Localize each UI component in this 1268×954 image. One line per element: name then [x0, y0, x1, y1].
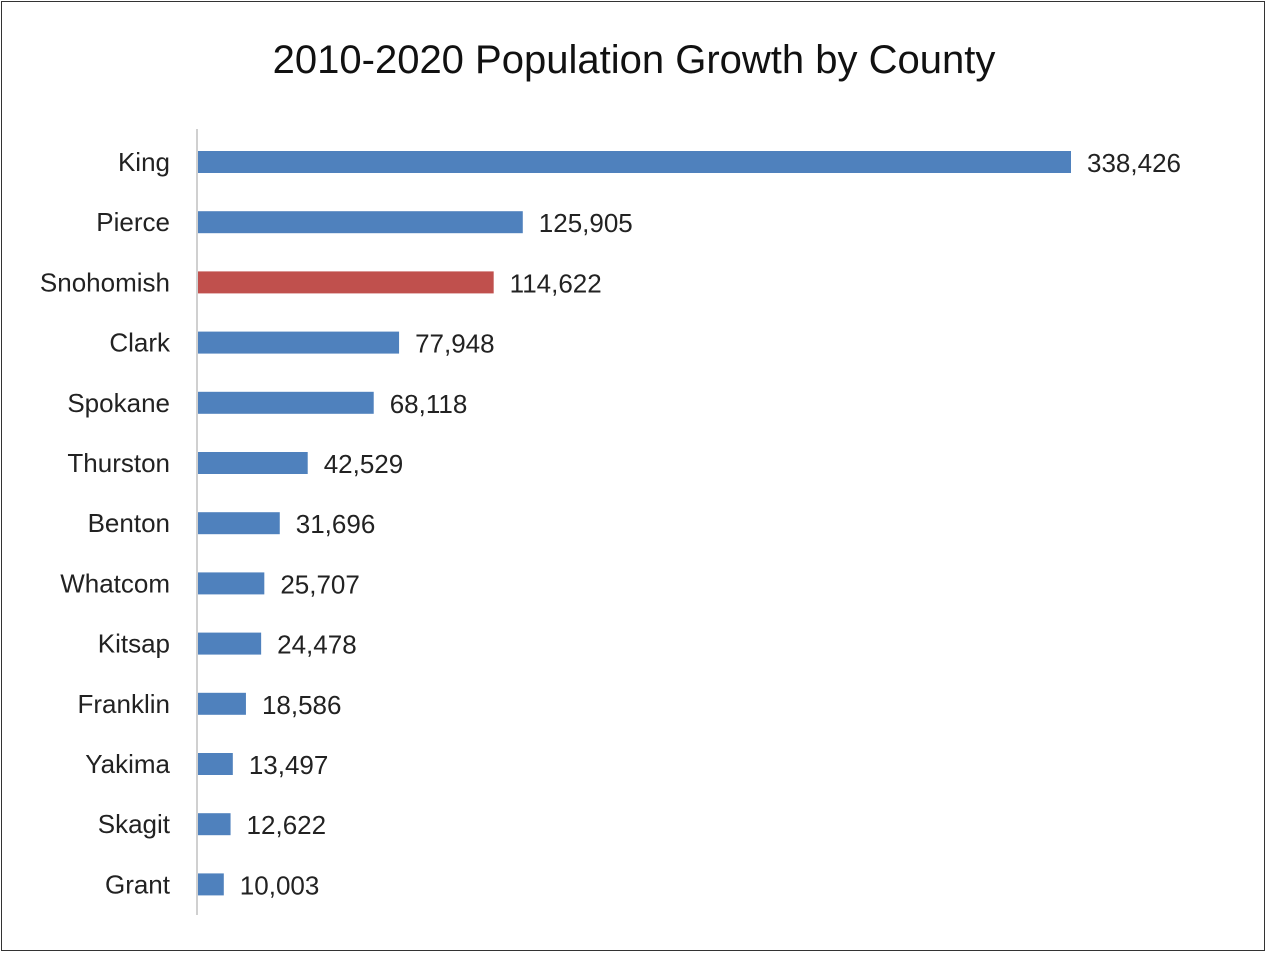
bar-yakima	[198, 753, 233, 775]
data-label-snohomish: 114,622	[510, 268, 602, 298]
data-label-pierce: 125,905	[539, 208, 633, 238]
data-label-benton: 31,696	[296, 509, 376, 539]
bar-kitsap	[198, 632, 262, 655]
category-label-whatcom: Whatcom	[60, 568, 170, 598]
bar-skagit	[198, 813, 231, 836]
data-label-whatcom: 25,707	[280, 569, 360, 599]
data-label-franklin: 18,586	[262, 690, 342, 720]
bar-whatcom	[198, 572, 265, 595]
category-label-grant: Grant	[105, 869, 171, 899]
chart-title: 2010-2020 Population Growth by County	[272, 38, 996, 82]
data-label-spokane: 68,118	[390, 389, 468, 419]
category-label-clark: Clark	[109, 328, 171, 358]
data-label-thurston: 42,529	[324, 449, 404, 479]
bar-snohomish	[198, 271, 494, 294]
data-label-kitsap: 24,478	[277, 630, 357, 660]
data-label-king: 338,426	[1087, 148, 1181, 178]
category-label-franklin: Franklin	[78, 689, 170, 719]
category-label-yakima: Yakima	[85, 749, 170, 779]
bar-grant	[198, 873, 224, 896]
category-label-benton: Benton	[88, 508, 170, 538]
bar-clark	[198, 331, 400, 354]
category-label-spokane: Spokane	[67, 388, 170, 418]
bar-benton	[198, 512, 280, 535]
category-label-skagit: Skagit	[98, 809, 171, 839]
category-label-pierce: Pierce	[96, 207, 170, 237]
data-label-yakima: 13,497	[249, 750, 329, 780]
bar-franklin	[198, 692, 246, 715]
data-label-clark: 77,948	[415, 329, 495, 359]
bar-king	[198, 151, 1071, 173]
bar-spokane	[198, 391, 374, 414]
bar-thurston	[198, 452, 308, 474]
data-label-skagit: 12,622	[247, 810, 327, 840]
category-label-king: King	[118, 147, 170, 177]
bar-pierce	[198, 211, 523, 234]
category-label-kitsap: Kitsap	[98, 629, 170, 659]
data-label-grant: 10,003	[240, 870, 320, 900]
category-label-snohomish: Snohomish	[40, 267, 170, 297]
category-label-thurston: Thurston	[67, 448, 170, 478]
